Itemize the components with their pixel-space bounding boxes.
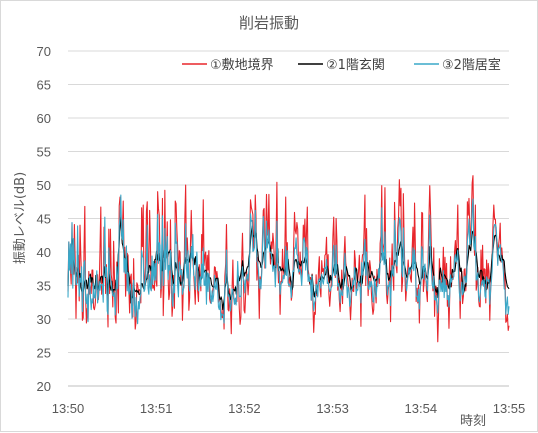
y-tick-label: 45 — [37, 212, 51, 227]
legend-label-1: ①敷地境界 — [210, 58, 274, 73]
y-tick-label: 40 — [37, 245, 51, 260]
x-tick-label: 13:53 — [316, 401, 349, 416]
legend-label-2: ②1階玄関 — [326, 58, 385, 73]
y-tick-label: 35 — [37, 279, 51, 294]
series-line-3 — [67, 194, 510, 325]
x-tick-label: 13:52 — [228, 401, 261, 416]
series-line-1 — [67, 175, 510, 343]
chart-title: 削岩振動 — [239, 14, 299, 32]
legend: ①敷地境界 ②1階玄関 ③2階居室 — [182, 57, 501, 73]
x-tick-label: 13:55 — [493, 401, 526, 416]
y-tick-label: 25 — [37, 346, 51, 361]
y-tick-label: 70 — [37, 44, 51, 59]
gridlines — [68, 50, 509, 387]
y-tick-label: 50 — [37, 178, 51, 193]
x-tick-label: 13:50 — [52, 401, 85, 416]
series-lines — [67, 175, 510, 343]
y-tick-label: 20 — [37, 379, 51, 394]
y-axis-label: 振動レベル(dB) — [13, 172, 28, 264]
y-tick-label: 30 — [37, 312, 51, 327]
y-tick-label: 65 — [37, 78, 51, 93]
x-tick-label: 13:51 — [140, 401, 173, 416]
x-tick-labels: 13:50 13:51 13:52 13:53 13:54 13:55 — [52, 401, 526, 416]
legend-label-3: ③2階居室 — [442, 57, 501, 73]
y-tick-label: 60 — [37, 111, 51, 126]
y-tick-label: 55 — [37, 145, 51, 160]
x-tick-label: 13:54 — [405, 401, 438, 416]
y-tick-labels: 20 25 30 35 40 45 50 55 60 65 70 — [37, 44, 51, 394]
x-axis-label: 時刻 — [460, 414, 486, 429]
